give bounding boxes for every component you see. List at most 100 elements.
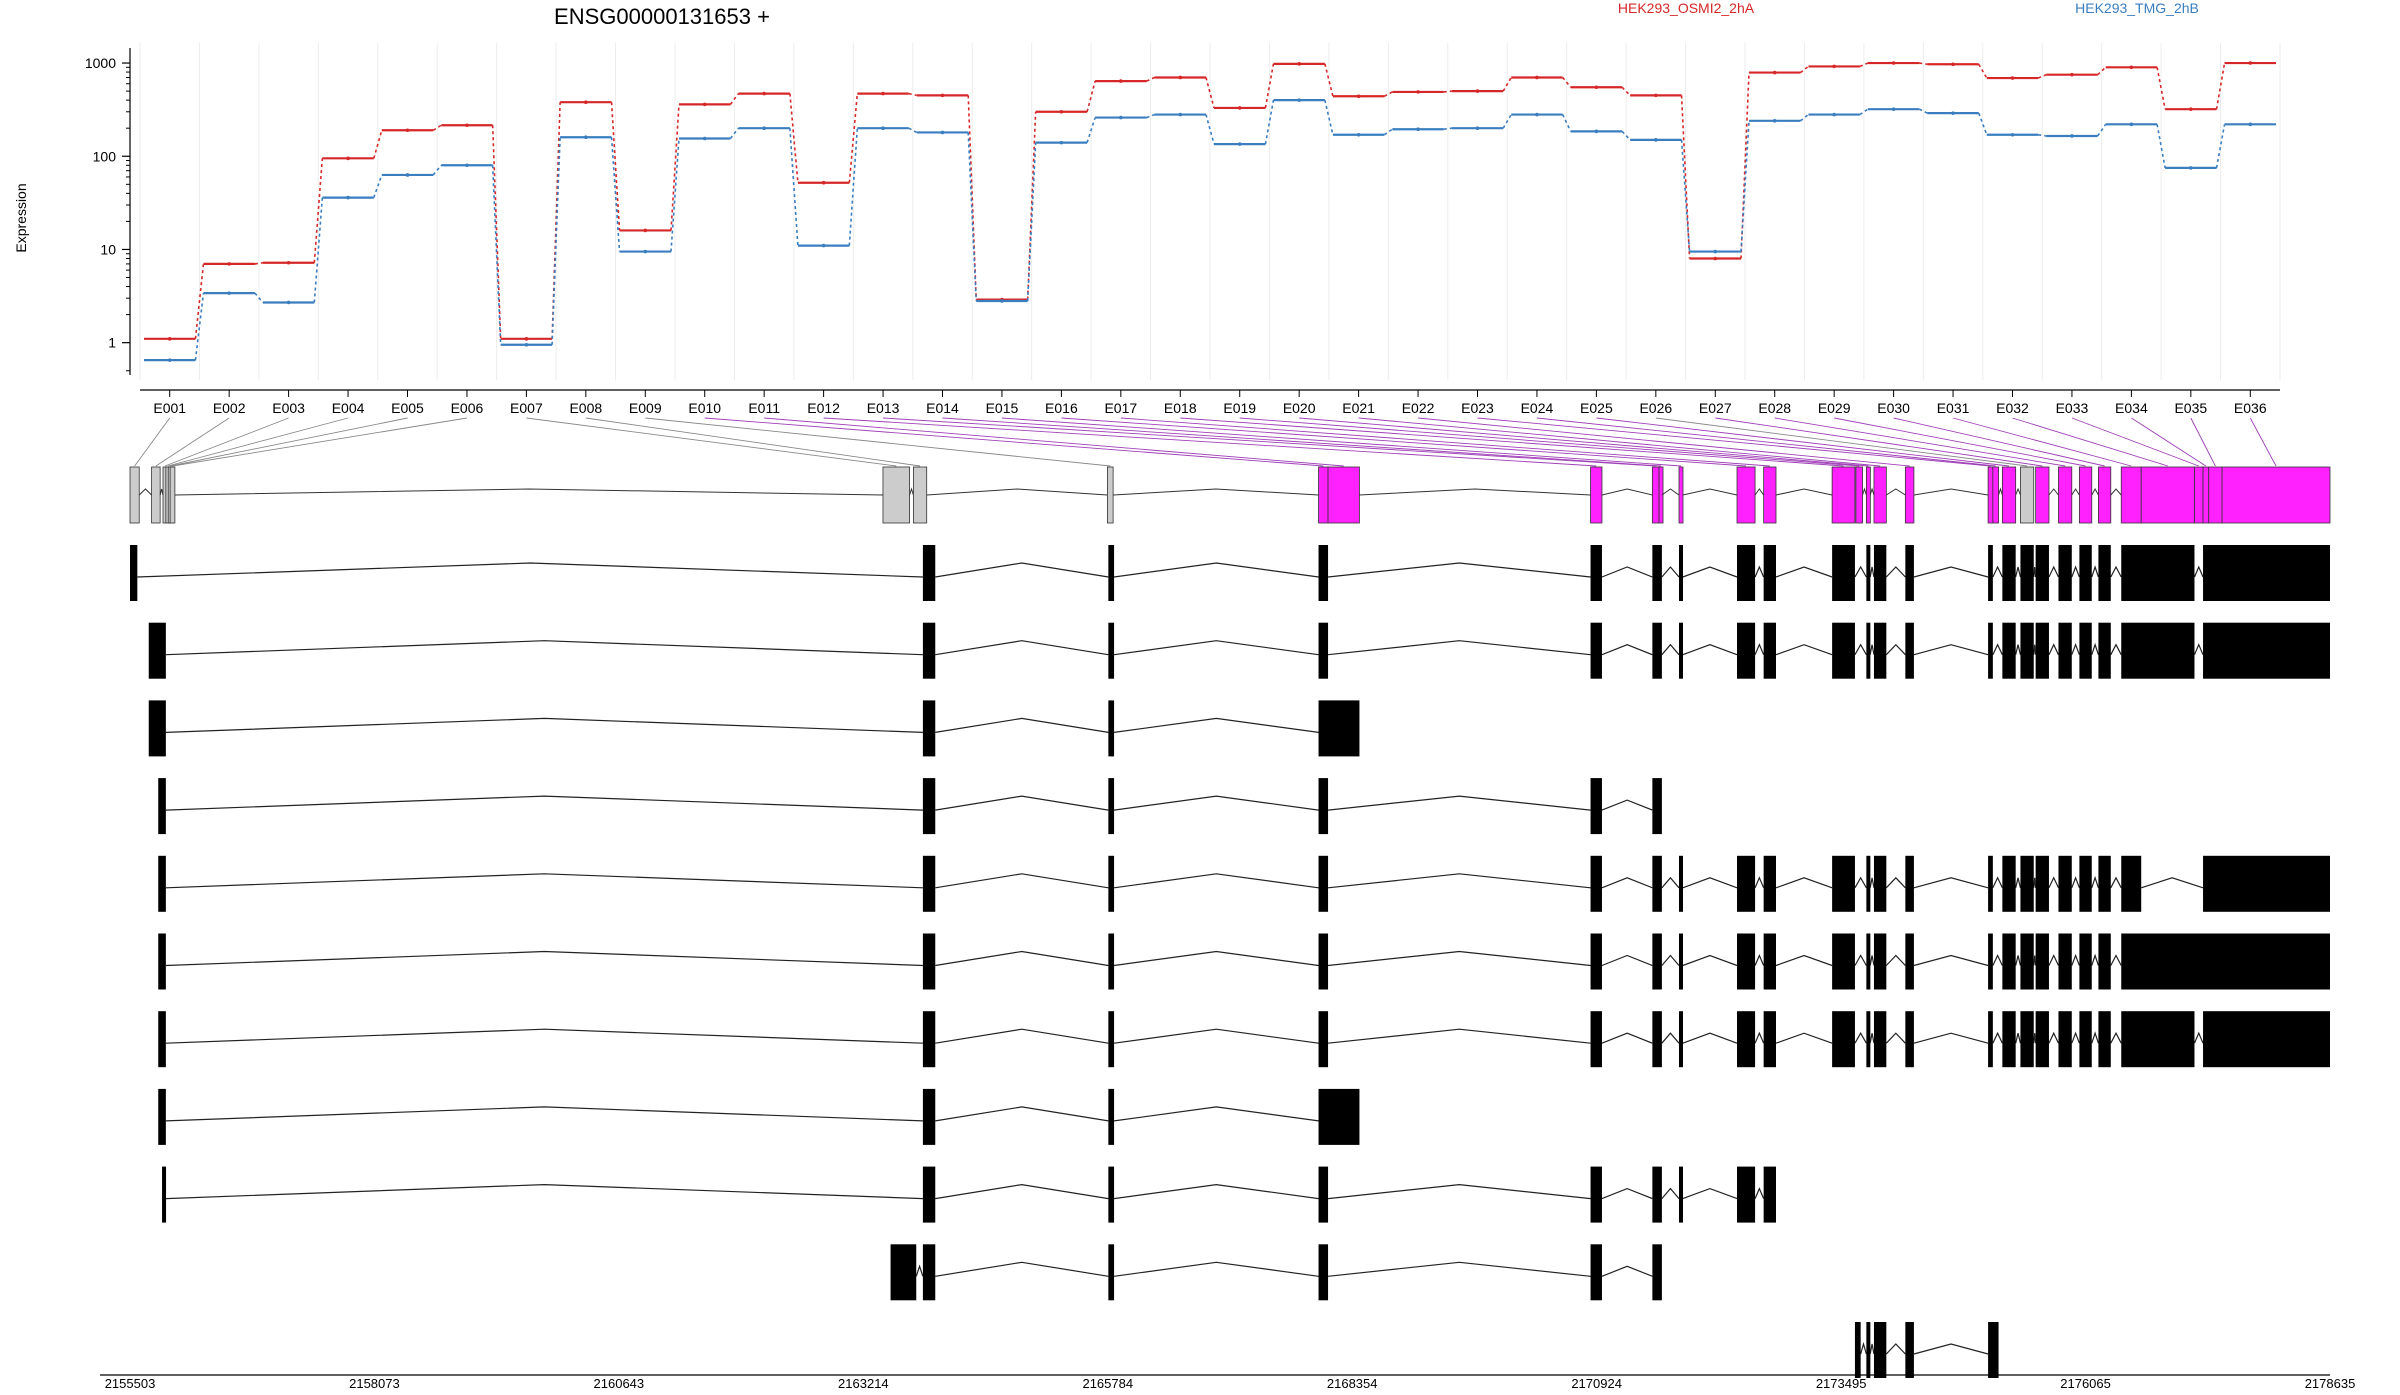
series-connector xyxy=(2215,124,2226,169)
transcript-exon xyxy=(2020,622,2034,679)
transcript-exon xyxy=(1832,1011,1855,1068)
transcript-exon xyxy=(1832,545,1855,601)
transcript-exon xyxy=(1108,1244,1115,1301)
data-point xyxy=(643,228,648,233)
legend-series-2: HEK293_TMG_2hB xyxy=(2075,0,2199,16)
transcript-exon xyxy=(1763,622,1777,679)
data-point xyxy=(1297,98,1301,102)
transcript-exon xyxy=(922,855,936,912)
intron-line xyxy=(2071,643,2080,655)
transcript-exon xyxy=(1873,622,1887,679)
series-connector xyxy=(1205,114,1215,145)
intron-line xyxy=(2071,488,2080,496)
series-connector xyxy=(432,124,442,131)
transcript-exon xyxy=(1652,1244,1662,1301)
data-point xyxy=(1951,62,1955,67)
series-connector xyxy=(1086,117,1096,143)
transcript-exon xyxy=(1866,622,1871,679)
intron-line xyxy=(1913,566,1989,578)
exon-label: E026 xyxy=(1639,400,1672,416)
genomic-tick-label: 2168354 xyxy=(1327,1376,1378,1390)
data-point xyxy=(2070,134,2074,138)
intron-line xyxy=(1854,643,1867,655)
intron-line xyxy=(1992,876,2003,889)
intron-line xyxy=(1998,487,2003,496)
exon-bin xyxy=(1736,466,1756,524)
transcript-exon xyxy=(1866,1322,1871,1378)
transcript-exon xyxy=(158,778,166,835)
transcript-exon xyxy=(1866,545,1871,601)
exon-label: E008 xyxy=(569,400,602,416)
data-point xyxy=(1891,107,1896,111)
transcript-exon xyxy=(1763,1166,1777,1223)
exon-connector xyxy=(645,417,1111,467)
intron-line xyxy=(1913,954,1989,967)
transcript-exon xyxy=(1988,622,1993,679)
transcript-exon xyxy=(2058,545,2072,601)
intron-line xyxy=(1113,1028,1319,1044)
exon-connectors-layer xyxy=(134,417,2277,467)
y-axis-label: Expression xyxy=(13,183,29,252)
transcript-exon xyxy=(1678,1166,1683,1223)
transcript-exon xyxy=(1905,1322,1914,1378)
intron-line xyxy=(1327,640,1591,656)
exon-bin xyxy=(2058,466,2073,524)
exon-label: E020 xyxy=(1283,400,1316,416)
exon-connector xyxy=(134,417,171,467)
data-point xyxy=(1475,89,1480,93)
intron-line xyxy=(1754,1031,1765,1044)
series-connector xyxy=(729,93,740,105)
data-point xyxy=(2010,76,2015,80)
y-tick-label: 10 xyxy=(100,241,116,257)
series-connector xyxy=(432,164,442,176)
data-point xyxy=(2248,61,2253,65)
intron-line xyxy=(165,640,923,656)
intron-line xyxy=(138,488,152,496)
data-point xyxy=(821,180,826,185)
data-point xyxy=(524,337,529,341)
transcript-exon xyxy=(922,700,936,757)
exon-label: E035 xyxy=(2174,400,2207,416)
intron-line xyxy=(2110,1031,2122,1044)
series-connector xyxy=(1146,76,1155,82)
transcript-exon xyxy=(922,1166,936,1223)
series-connector xyxy=(1919,62,1928,66)
intron-line xyxy=(2048,1031,2060,1044)
exon-label: E023 xyxy=(1461,400,1494,416)
exon-label: E024 xyxy=(1521,400,1554,416)
intron-line xyxy=(1885,1343,1906,1355)
exon-connector xyxy=(164,417,289,467)
transcript-exon xyxy=(2035,1011,2049,1068)
transcript-exon xyxy=(890,1244,917,1301)
transcript-exon xyxy=(1652,778,1662,835)
transcript-exon xyxy=(2098,622,2111,679)
data-point xyxy=(405,173,410,177)
data-point xyxy=(2248,122,2253,127)
data-point xyxy=(465,123,469,128)
intron-line xyxy=(1601,488,1653,496)
intron-line xyxy=(935,795,1109,811)
intron-line xyxy=(165,717,923,733)
intron-line xyxy=(935,1183,1109,1200)
intron-line xyxy=(1775,954,1833,967)
series-connector xyxy=(1264,63,1275,109)
exon-connector xyxy=(2131,417,2207,467)
data-point xyxy=(940,130,945,135)
exon-bin xyxy=(1651,466,1660,524)
transcript-exon xyxy=(2098,933,2111,990)
transcript-exon xyxy=(1866,1011,1871,1068)
transcript-exon xyxy=(1866,855,1871,912)
transcript-exon xyxy=(2203,855,2330,912)
gene-model-layer xyxy=(129,466,2331,524)
intron-line xyxy=(2110,643,2122,655)
intron-line xyxy=(935,1028,1109,1044)
intron-line xyxy=(1601,1265,1653,1277)
exon-connector xyxy=(170,417,408,467)
data-point xyxy=(1713,256,1718,261)
data-point xyxy=(2070,72,2074,77)
series-connector xyxy=(1383,128,1393,136)
transcript-exon xyxy=(1318,1088,1360,1145)
exon-connector xyxy=(1001,417,1682,467)
series-connector xyxy=(1502,77,1512,92)
intron-line xyxy=(1661,1032,1680,1044)
